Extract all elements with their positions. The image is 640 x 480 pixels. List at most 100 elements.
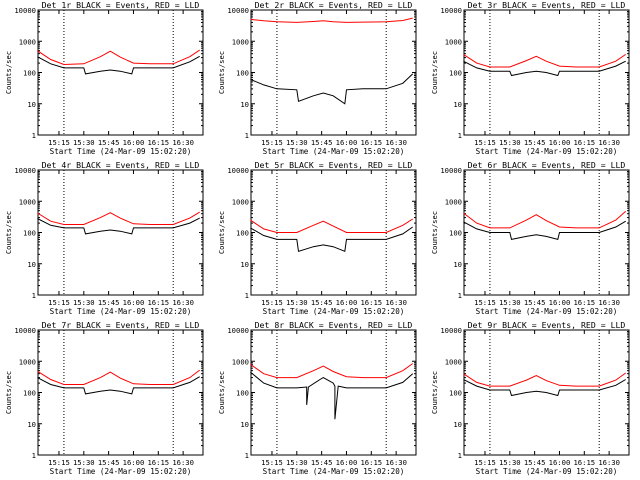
- y-tick-label: 100: [449, 69, 462, 78]
- y-tick-label: 10000: [227, 6, 249, 15]
- x-axis-label: Start Time (24-Mar-09 15:02:20): [476, 307, 618, 316]
- lld-series-line: [463, 210, 627, 229]
- x-tick-label: 15:15: [261, 138, 283, 147]
- y-tick-label: 10000: [227, 166, 249, 175]
- plot-frame: [37, 329, 204, 456]
- y-tick-label: 1: [245, 131, 249, 140]
- chart-title: Det 5r BLACK = Events, RED = LLD: [255, 160, 413, 170]
- y-axis-label: Counts/sec: [430, 371, 439, 414]
- y-tick-label: 1: [32, 451, 36, 460]
- x-tick-label: 16:30: [598, 138, 620, 147]
- x-tick-label: 15:30: [286, 298, 308, 307]
- x-tick-label: 15:15: [48, 138, 70, 147]
- y-tick-label: 100: [236, 69, 249, 78]
- y-axis-label: Counts/sec: [430, 51, 439, 94]
- chart-panel: Det 6r BLACK = Events, RED = LLD 1 10 100 10…: [430, 160, 630, 316]
- x-tick-label: 16:00: [549, 298, 571, 307]
- x-tick-label: 16:15: [147, 298, 169, 307]
- x-axis-label: Start Time (24-Mar-09 15:02:20): [50, 467, 192, 476]
- plot-frame: [37, 169, 204, 296]
- lld-series-line: [37, 369, 201, 385]
- y-tick-label: 10000: [440, 6, 462, 15]
- y-tick-label: 1000: [232, 37, 249, 46]
- x-tick-label: 15:15: [474, 458, 496, 467]
- y-tick-label: 10: [240, 420, 249, 429]
- chart-panel: Det 9r BLACK = Events, RED = LLD 1 10 100 10…: [430, 320, 630, 476]
- chart-title: Det 9r BLACK = Events, RED = LLD: [468, 320, 626, 330]
- x-axis-label: Start Time (24-Mar-09 15:02:20): [476, 467, 618, 476]
- y-tick-label: 1: [458, 131, 462, 140]
- y-tick-label: 10: [27, 100, 36, 109]
- x-tick-label: 16:30: [598, 298, 620, 307]
- x-tick-label: 15:45: [524, 298, 546, 307]
- y-tick-label: 1: [245, 291, 249, 300]
- y-tick-label: 10000: [14, 166, 36, 175]
- y-tick-label: 100: [236, 389, 249, 398]
- x-tick-label: 15:15: [48, 298, 70, 307]
- lld-series-line: [37, 49, 200, 66]
- events-series-line: [250, 226, 413, 252]
- x-tick-label: 16:00: [123, 298, 145, 307]
- events-series-line: [250, 73, 414, 105]
- x-tick-label: 16:15: [573, 458, 595, 467]
- chart-title: Det 6r BLACK = Events, RED = LLD: [468, 160, 626, 170]
- x-tick-label: 16:30: [385, 458, 407, 467]
- plot-frame: [250, 9, 417, 136]
- x-tick-label: 16:15: [147, 458, 169, 467]
- y-tick-label: 1000: [232, 357, 249, 366]
- x-tick-label: 15:45: [98, 298, 120, 307]
- chart-title: Det 3r BLACK = Events, RED = LLD: [468, 0, 626, 10]
- x-tick-label: 16:00: [549, 138, 571, 147]
- y-tick-label: 1: [32, 131, 36, 140]
- x-axis-label: Start Time (24-Mar-09 15:02:20): [263, 467, 405, 476]
- y-tick-label: 10: [453, 100, 462, 109]
- x-tick-label: 15:30: [73, 298, 95, 307]
- y-axis-label: Counts/sec: [4, 211, 13, 254]
- y-tick-label: 1000: [19, 37, 36, 46]
- y-tick-label: 100: [449, 229, 462, 238]
- x-tick-label: 15:30: [73, 458, 95, 467]
- chart-title: Det 1r BLACK = Events, RED = LLD: [42, 0, 200, 10]
- y-tick-label: 10: [240, 100, 249, 109]
- x-tick-label: 16:00: [123, 458, 145, 467]
- y-tick-label: 1: [458, 451, 462, 460]
- x-axis-label: Start Time (24-Mar-09 15:02:20): [263, 147, 405, 156]
- chart-title: Det 8r BLACK = Events, RED = LLD: [255, 320, 413, 330]
- chart-panel: Det 7r BLACK = Events, RED = LLD 1 10 100 10…: [4, 320, 204, 476]
- x-tick-label: 16:30: [598, 458, 620, 467]
- events-series-line: [37, 376, 200, 395]
- lld-series-line: [37, 211, 200, 225]
- y-axis-label: Counts/sec: [430, 211, 439, 254]
- events-series-line: [37, 55, 200, 75]
- lld-series-line: [463, 372, 626, 387]
- y-tick-label: 10000: [14, 6, 36, 15]
- y-tick-label: 1000: [445, 197, 462, 206]
- x-tick-label: 15:30: [499, 138, 521, 147]
- y-tick-label: 1000: [19, 357, 36, 366]
- y-axis-label: Counts/sec: [4, 51, 13, 94]
- x-tick-label: 15:45: [311, 458, 333, 467]
- chart-title: Det 2r BLACK = Events, RED = LLD: [255, 0, 413, 10]
- lld-series-line: [250, 17, 413, 23]
- x-tick-label: 15:45: [311, 138, 333, 147]
- chart-title: Det 4r BLACK = Events, RED = LLD: [42, 160, 200, 170]
- chart-panel: Det 1r BLACK = Events, RED = LLD 1 10 100 10…: [4, 0, 204, 156]
- y-tick-label: 10: [240, 260, 249, 269]
- x-tick-label: 15:15: [48, 458, 70, 467]
- x-tick-label: 15:45: [524, 138, 546, 147]
- y-tick-label: 1000: [232, 197, 249, 206]
- x-tick-label: 15:15: [474, 298, 496, 307]
- x-tick-label: 15:45: [524, 458, 546, 467]
- x-tick-label: 16:15: [573, 138, 595, 147]
- events-series-line: [463, 379, 626, 397]
- x-tick-label: 16:15: [360, 138, 382, 147]
- x-tick-label: 15:15: [261, 458, 283, 467]
- y-tick-label: 1: [245, 451, 249, 460]
- x-tick-label: 15:30: [286, 138, 308, 147]
- x-tick-label: 16:15: [360, 298, 382, 307]
- chart-title: Det 7r BLACK = Events, RED = LLD: [42, 320, 200, 330]
- lld-series-line: [250, 363, 413, 379]
- chart-panel: Det 3r BLACK = Events, RED = LLD 1 10 100 10…: [430, 0, 630, 156]
- x-tick-label: 16:30: [385, 298, 407, 307]
- y-axis-label: Counts/sec: [217, 51, 226, 94]
